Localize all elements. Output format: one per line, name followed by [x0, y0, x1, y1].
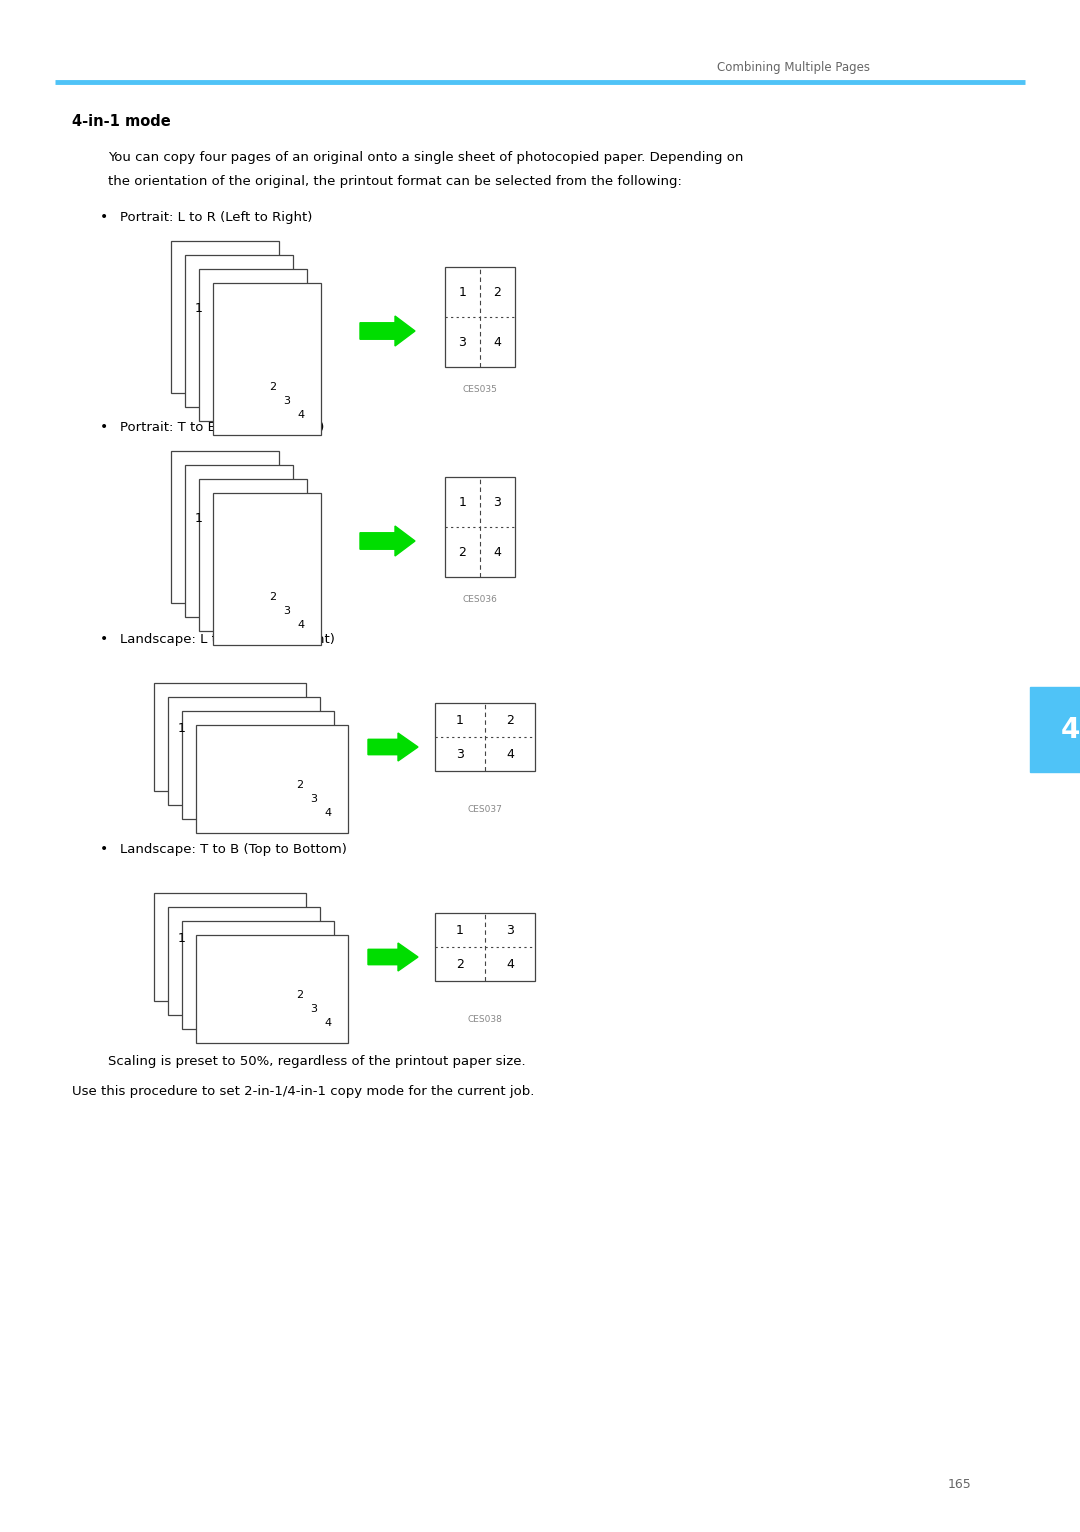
Bar: [195, 935, 348, 1043]
Bar: [171, 241, 279, 394]
Text: 2: 2: [269, 381, 276, 392]
Text: Portrait: T to B (Top to Bottom): Portrait: T to B (Top to Bottom): [120, 420, 324, 434]
Text: CES036: CES036: [462, 594, 498, 604]
Text: Landscape: T to B (Top to Bottom): Landscape: T to B (Top to Bottom): [120, 843, 347, 855]
Text: 3: 3: [494, 495, 501, 509]
Bar: [445, 476, 515, 578]
Text: 4: 4: [494, 545, 501, 559]
Text: 3: 3: [283, 395, 291, 406]
Bar: [168, 697, 320, 804]
Text: •: •: [100, 210, 108, 224]
Text: the orientation of the original, the printout format can be selected from the fo: the orientation of the original, the pri…: [108, 176, 681, 188]
Bar: [183, 921, 334, 1030]
Bar: [185, 254, 293, 408]
Bar: [185, 466, 293, 617]
Text: Combining Multiple Pages: Combining Multiple Pages: [717, 61, 870, 75]
FancyArrow shape: [360, 316, 415, 346]
Text: 2: 2: [507, 714, 514, 726]
Text: CES038: CES038: [468, 1014, 502, 1023]
Text: 2: 2: [494, 285, 501, 299]
Bar: [183, 711, 334, 820]
Text: 165: 165: [948, 1477, 972, 1491]
Text: CES035: CES035: [462, 385, 498, 394]
Bar: [171, 450, 279, 604]
Text: 3: 3: [459, 336, 467, 348]
Text: 2: 2: [459, 545, 467, 559]
Text: 1: 1: [456, 714, 464, 726]
Text: 2: 2: [456, 958, 464, 970]
Text: CES037: CES037: [468, 804, 502, 813]
Text: 4: 4: [324, 807, 332, 818]
Bar: [195, 725, 348, 833]
Text: 4: 4: [507, 958, 514, 970]
Bar: [445, 267, 515, 368]
Text: Portrait: L to R (Left to Right): Portrait: L to R (Left to Right): [120, 210, 312, 224]
Text: Scaling is preset to 50%, regardless of the printout paper size.: Scaling is preset to 50%, regardless of …: [108, 1056, 526, 1068]
FancyArrow shape: [368, 732, 418, 761]
Text: 3: 3: [311, 1003, 318, 1014]
Text: 4: 4: [494, 336, 501, 348]
Text: 3: 3: [456, 748, 464, 760]
Bar: [199, 270, 307, 421]
Bar: [168, 907, 320, 1016]
Text: You can copy four pages of an original onto a single sheet of photocopied paper.: You can copy four pages of an original o…: [108, 150, 743, 164]
Text: 4: 4: [507, 748, 514, 760]
Text: 1: 1: [195, 302, 203, 316]
Text: 1: 1: [178, 933, 186, 945]
Bar: [1030, 686, 1080, 772]
Text: 2: 2: [269, 591, 276, 602]
Bar: [213, 493, 321, 645]
Text: •: •: [100, 843, 108, 856]
Bar: [213, 283, 321, 435]
Bar: [154, 683, 306, 791]
Text: 3: 3: [507, 924, 514, 936]
Text: Use this procedure to set 2-in-1/4-in-1 copy mode for the current job.: Use this procedure to set 2-in-1/4-in-1 …: [72, 1086, 535, 1098]
Bar: [435, 703, 535, 771]
FancyArrow shape: [360, 525, 415, 556]
Text: 1: 1: [459, 495, 467, 509]
Text: 4: 4: [1061, 715, 1080, 745]
Text: 4: 4: [297, 620, 305, 630]
Bar: [199, 480, 307, 631]
Text: 1: 1: [178, 723, 186, 735]
Text: 2: 2: [296, 990, 303, 1000]
Text: 4: 4: [324, 1017, 332, 1028]
Text: 4-in-1 mode: 4-in-1 mode: [72, 115, 171, 130]
Text: 1: 1: [195, 513, 203, 525]
Text: 2: 2: [296, 780, 303, 791]
Text: 3: 3: [283, 607, 291, 616]
Text: 4: 4: [297, 411, 305, 420]
Text: 3: 3: [311, 794, 318, 804]
Text: Landscape: L to R (Left to Right): Landscape: L to R (Left to Right): [120, 633, 335, 645]
Bar: [435, 913, 535, 980]
Text: 1: 1: [456, 924, 464, 936]
Text: •: •: [100, 633, 108, 647]
Bar: [154, 893, 306, 1000]
FancyArrow shape: [368, 944, 418, 971]
Text: 1: 1: [459, 285, 467, 299]
Text: •: •: [100, 420, 108, 434]
